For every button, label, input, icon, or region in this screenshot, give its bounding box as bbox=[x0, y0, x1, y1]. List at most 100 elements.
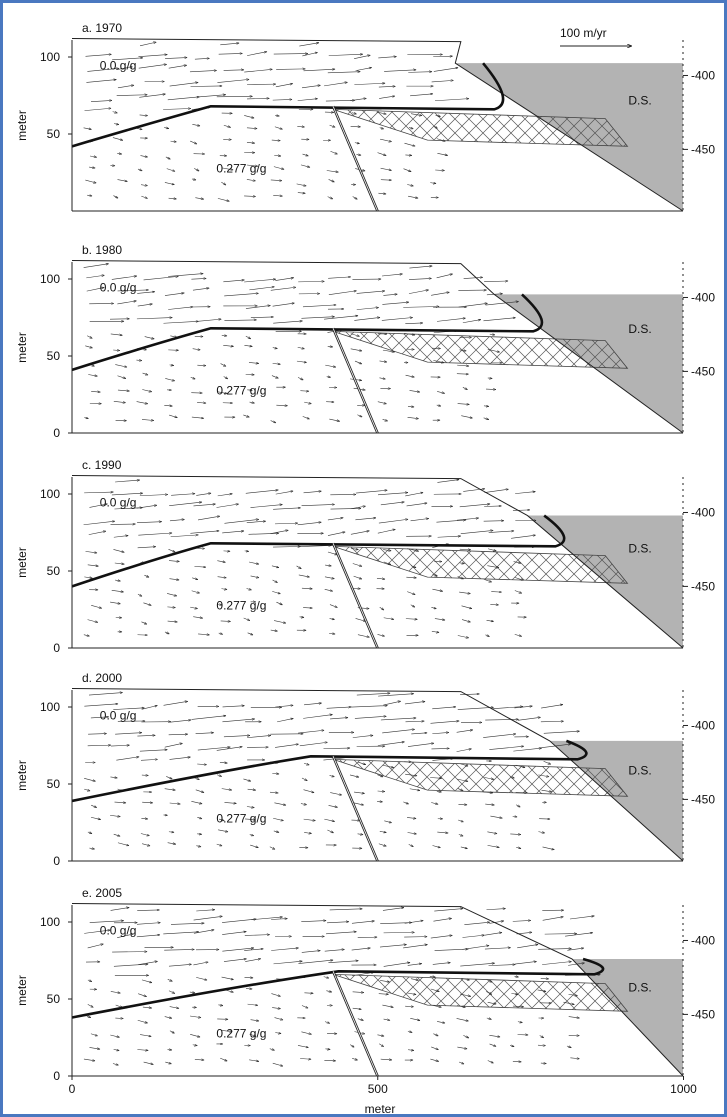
flow-vector bbox=[83, 1058, 95, 1061]
flow-vector bbox=[350, 333, 360, 337]
flow-vector bbox=[490, 815, 502, 818]
flow-vector bbox=[196, 977, 207, 980]
flow-vector bbox=[220, 1057, 227, 1062]
flow-vector bbox=[193, 616, 203, 618]
flow-vector bbox=[169, 720, 191, 723]
flow-vector bbox=[301, 1005, 308, 1009]
flow-vector bbox=[349, 774, 359, 777]
flow-vector bbox=[300, 164, 310, 167]
flow-vector bbox=[110, 1034, 119, 1037]
flow-vector bbox=[297, 99, 318, 101]
flow-vector bbox=[297, 545, 331, 547]
flow-vector bbox=[114, 124, 119, 125]
flow-vector bbox=[328, 179, 335, 183]
flow-vector bbox=[352, 992, 364, 993]
flow-vector bbox=[298, 730, 324, 734]
flow-vector bbox=[91, 804, 97, 808]
flow-vector bbox=[164, 182, 174, 184]
flow-vector bbox=[113, 401, 126, 402]
flow-vector bbox=[164, 1016, 172, 1019]
flow-vector bbox=[191, 416, 204, 418]
flow-vector bbox=[169, 502, 202, 506]
flow-vector bbox=[165, 378, 175, 380]
flow-vector bbox=[433, 68, 458, 72]
flow-vector bbox=[327, 922, 349, 924]
ground-surface bbox=[71, 475, 684, 649]
flow-vector bbox=[139, 495, 168, 497]
flow-vector bbox=[192, 1045, 198, 1046]
flow-vector bbox=[169, 1006, 179, 1009]
flow-vector bbox=[356, 693, 390, 696]
flow-vector bbox=[170, 535, 199, 538]
flow-vector bbox=[168, 549, 175, 553]
flow-vector bbox=[407, 184, 413, 185]
flow-vector bbox=[328, 54, 363, 56]
flow-vector bbox=[111, 276, 137, 280]
flow-vector bbox=[540, 721, 564, 722]
flow-vector bbox=[328, 961, 358, 963]
flow-vector bbox=[302, 52, 317, 57]
flow-vector bbox=[111, 493, 143, 496]
flow-vector bbox=[405, 773, 417, 776]
flow-vector bbox=[544, 934, 577, 935]
flow-vector bbox=[354, 83, 385, 85]
flow-vector bbox=[168, 65, 187, 69]
flow-vector bbox=[169, 519, 185, 522]
flow-vector bbox=[432, 575, 437, 576]
flow-vector bbox=[435, 115, 441, 116]
flow-vector bbox=[430, 935, 453, 939]
flow-vector bbox=[275, 1033, 281, 1034]
y-tick-label: 100 bbox=[40, 487, 60, 501]
flow-vector bbox=[87, 564, 99, 566]
flow-vector bbox=[141, 419, 154, 420]
flow-vector bbox=[110, 907, 130, 911]
flow-vector bbox=[168, 964, 192, 967]
flow-vector bbox=[407, 817, 416, 818]
flow-vector bbox=[407, 417, 419, 418]
flow-vector bbox=[433, 56, 452, 57]
flow-vector bbox=[457, 788, 463, 792]
flow-vector bbox=[489, 334, 495, 335]
flow-vector bbox=[457, 635, 469, 637]
flow-vector bbox=[218, 1005, 223, 1006]
flow-vector bbox=[513, 561, 522, 564]
flow-vector bbox=[110, 333, 123, 335]
flow-vector bbox=[376, 111, 387, 114]
flow-vector bbox=[354, 317, 380, 321]
flow-vector bbox=[431, 748, 449, 749]
flow-vector bbox=[457, 576, 464, 580]
flow-vector bbox=[377, 529, 396, 534]
flow-vector bbox=[89, 848, 94, 849]
flow-vector bbox=[458, 834, 463, 837]
flow-vector bbox=[137, 169, 142, 172]
flow-vector bbox=[275, 705, 293, 708]
flow-vector bbox=[463, 489, 485, 492]
flow-vector bbox=[377, 774, 383, 778]
flow-vector bbox=[137, 292, 155, 294]
flow-vector bbox=[405, 1006, 414, 1007]
flow-vector bbox=[270, 180, 282, 181]
flow-vector bbox=[113, 708, 144, 710]
flow-vector bbox=[350, 1044, 354, 1048]
flow-vector bbox=[541, 705, 563, 709]
flow-vector bbox=[139, 42, 156, 47]
right-tick-label: -450 bbox=[691, 579, 715, 593]
flow-vector bbox=[489, 1035, 500, 1037]
flow-vector bbox=[139, 94, 165, 98]
flow-vector bbox=[117, 290, 149, 292]
flow-vector bbox=[84, 418, 88, 419]
flow-vector bbox=[142, 802, 153, 803]
flow-vector bbox=[405, 493, 423, 497]
flow-vector bbox=[139, 750, 168, 752]
flow-vector bbox=[432, 963, 451, 965]
flow-vector bbox=[486, 294, 503, 296]
flow-vector bbox=[190, 1034, 200, 1037]
flow-vector bbox=[431, 80, 454, 83]
flow-vector bbox=[515, 764, 525, 767]
right-tick-label: -400 bbox=[691, 933, 715, 947]
flow-vector bbox=[377, 791, 385, 792]
flow-vector bbox=[461, 415, 472, 418]
flow-vector bbox=[198, 634, 210, 635]
flow-vector bbox=[354, 55, 370, 59]
flow-vector bbox=[246, 807, 254, 808]
